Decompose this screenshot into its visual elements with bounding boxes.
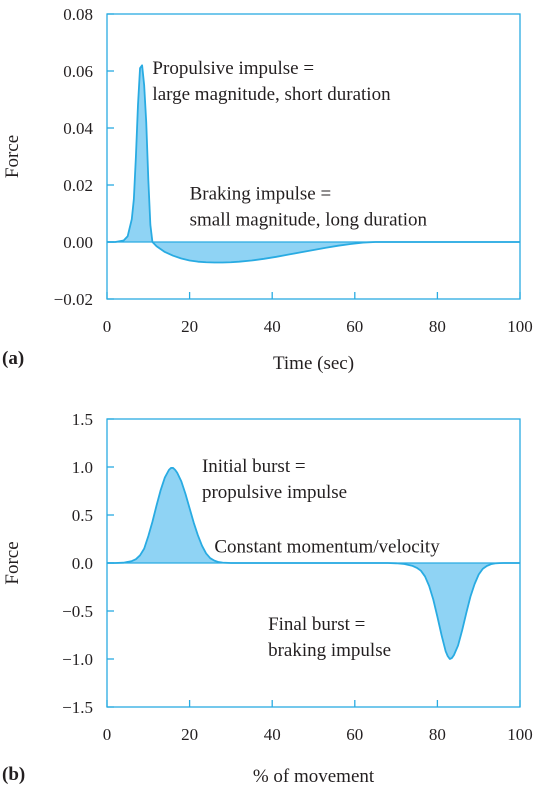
x-tick-label: 60 xyxy=(346,317,363,336)
panel-label: (a) xyxy=(2,348,24,369)
x-tick-label: 20 xyxy=(181,317,198,336)
x-tick-label: 0 xyxy=(103,725,112,744)
y-tick-label: −0.02 xyxy=(54,290,93,309)
y-tick-label: 1.5 xyxy=(72,410,93,429)
panel-label: (b) xyxy=(2,764,25,785)
y-tick-label: 0.04 xyxy=(63,119,93,138)
y-tick-label: 0.0 xyxy=(72,554,93,573)
annotation-text: Final burst = xyxy=(268,614,365,635)
annotation-text: Constant momentum/velocity xyxy=(214,536,440,557)
x-tick-label: 40 xyxy=(264,317,281,336)
force-curve xyxy=(107,467,520,660)
annotation-text: small magnitude, long duration xyxy=(190,209,428,230)
x-tick-label: 0 xyxy=(103,317,112,336)
y-tick-label: 0.06 xyxy=(63,62,93,81)
y-tick-label: 0.00 xyxy=(63,233,93,252)
x-axis-label: % of movement xyxy=(253,766,375,787)
y-tick-label: −1.5 xyxy=(62,698,93,717)
x-tick-label: 60 xyxy=(346,725,363,744)
annotation-text: braking impulse xyxy=(268,640,391,661)
y-axis-label: Force xyxy=(2,135,23,178)
y-tick-label: 0.02 xyxy=(63,176,93,195)
x-tick-label: 100 xyxy=(507,725,533,744)
x-tick-label: 40 xyxy=(264,725,281,744)
x-tick-label: 100 xyxy=(507,317,533,336)
y-axis-label: Force xyxy=(2,541,23,584)
y-tick-label: 0.08 xyxy=(63,5,93,24)
y-tick-label: −0.5 xyxy=(62,602,93,621)
annotation-text: large magnitude, short duration xyxy=(152,84,391,105)
y-tick-label: −1.0 xyxy=(62,650,93,669)
y-tick-label: 1.0 xyxy=(72,458,93,477)
annotation-text: Braking impulse = xyxy=(190,183,332,204)
chart-panel-a: 0 20 40 60 80 100 −0.02 0.00 0.02 0.04 0.06 0.08 Tim… xyxy=(2,5,533,374)
x-axis-label: Time (sec) xyxy=(273,353,354,374)
chart-panel-b: 0 20 40 60 80 100 −1.5 −1.0 −0.5 0.0 0.5 1.0 1.5 % of… xyxy=(2,410,533,787)
annotation-text: Propulsive impulse = xyxy=(152,58,314,79)
plot-frame xyxy=(106,13,521,300)
y-tick-label: 0.5 xyxy=(72,506,93,525)
annotation-text: propulsive impulse xyxy=(202,482,347,503)
x-tick-label: 80 xyxy=(429,725,446,744)
force-curve xyxy=(107,64,520,264)
x-tick-label: 20 xyxy=(181,725,198,744)
x-tick-label: 80 xyxy=(429,317,446,336)
annotation-text: Initial burst = xyxy=(202,456,306,477)
